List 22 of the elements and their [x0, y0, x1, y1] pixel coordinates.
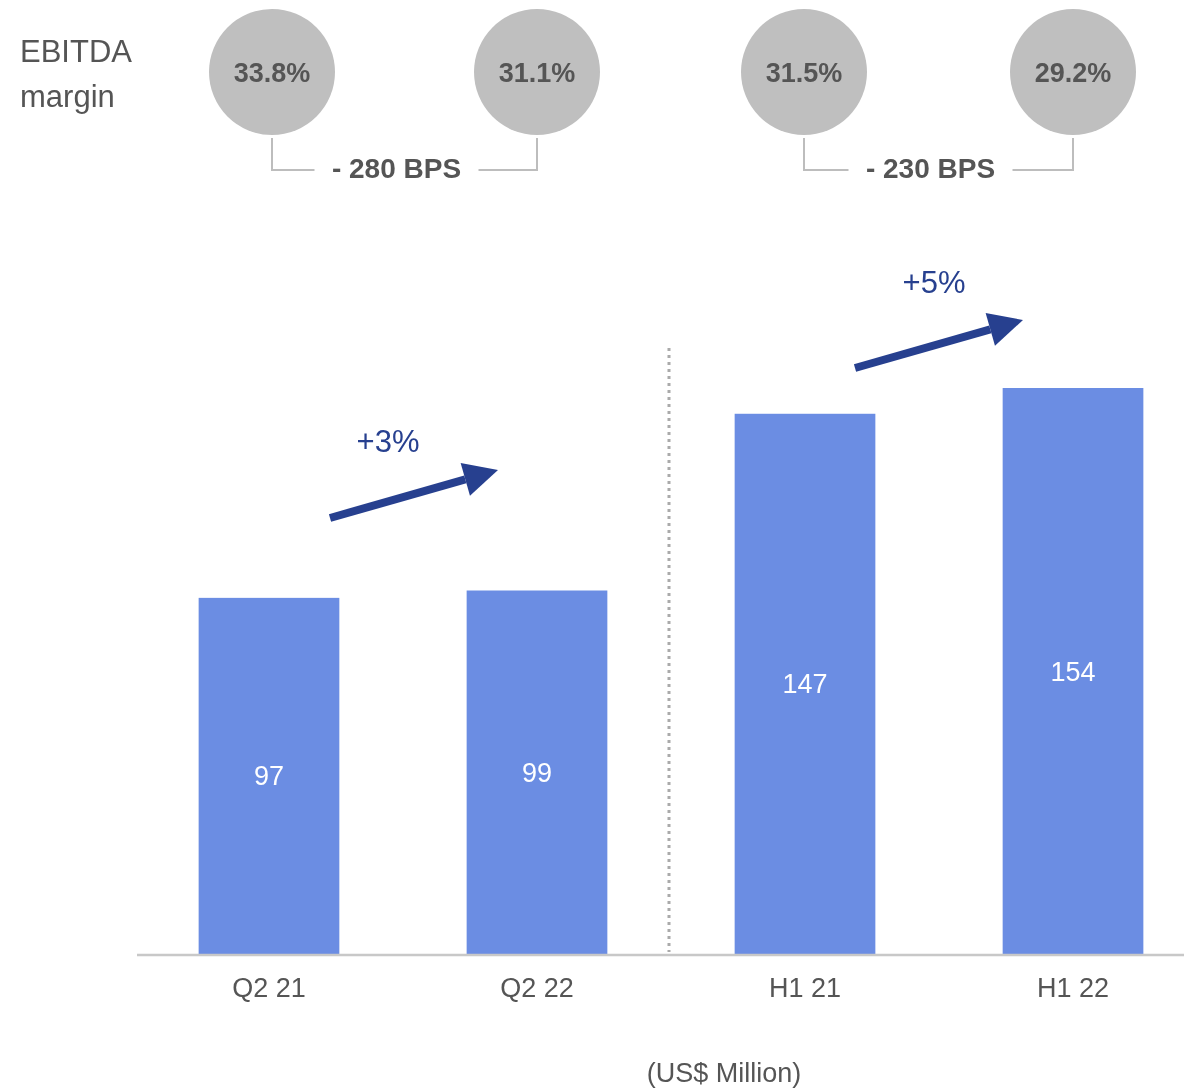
data-label: 99	[521, 757, 553, 788]
text: +5%	[902, 265, 966, 300]
text: - 280 BPS	[331, 153, 462, 184]
data-label: 154	[1050, 656, 1096, 687]
x-tick-label: Q2 21	[232, 973, 306, 1003]
data-label: 97	[253, 761, 285, 792]
bar	[198, 597, 340, 955]
bar	[1002, 388, 1144, 955]
x-tick-label: H1 21	[768, 973, 842, 1003]
text: EBITDA margin	[20, 34, 133, 114]
data-label: 147	[782, 669, 828, 700]
text: 31.1%	[498, 58, 576, 88]
x-tick-label: H1 22	[1036, 973, 1110, 1003]
text: (US$ Million)	[646, 1058, 802, 1088]
bar	[466, 590, 608, 955]
text: 31.5%	[765, 58, 843, 88]
x-tick-label: Q2 22	[500, 973, 574, 1003]
bar	[734, 413, 876, 955]
annotation: +3%	[356, 424, 420, 459]
text: 29.2%	[1034, 58, 1112, 88]
text: 33.8%	[233, 58, 311, 88]
text: - 230 BPS	[865, 153, 996, 184]
